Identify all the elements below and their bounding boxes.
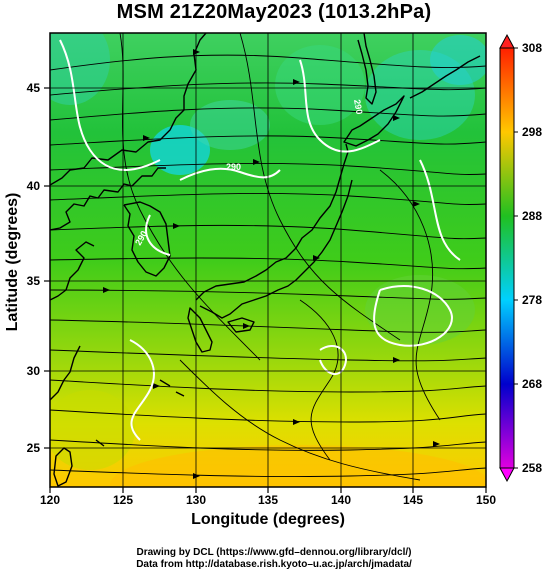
temperature-field — [50, 33, 486, 487]
colorbar-tick-label: 308 — [522, 41, 542, 55]
colorbar-tick-label: 288 — [522, 209, 542, 223]
data-credit: Data from http://database.rish.kyoto–u.a… — [136, 559, 412, 570]
y-tick-label: 25 — [27, 441, 41, 455]
x-tick-label: 145 — [403, 493, 423, 507]
x-tick-label: 120 — [40, 493, 60, 507]
colorbar-body — [499, 47, 515, 469]
y-tick-label: 35 — [27, 274, 41, 288]
y-tick-label: 45 — [27, 81, 41, 95]
contour-label: 290 — [352, 99, 364, 116]
colorbar-tick-label: 298 — [522, 125, 542, 139]
colorbar-bottom-arrow — [499, 467, 515, 483]
colorbar-tick-label: 278 — [522, 293, 542, 307]
axis-ticks — [44, 87, 487, 493]
colorbar-tick-label: 258 — [522, 461, 542, 475]
x-tick-labels: 120 125 130 135 140 145 150 — [40, 493, 496, 507]
x-tick-label: 150 — [476, 493, 496, 507]
temperature-contours — [59, 39, 461, 441]
x-axis-title: Longitude (degrees) — [191, 511, 345, 528]
colorbar-tick-label: 268 — [522, 377, 542, 391]
colorbar: 308 298 288 278 268 258 — [499, 33, 542, 483]
y-tick-label: 30 — [27, 364, 41, 378]
colorbar-top-arrow — [499, 33, 515, 49]
x-tick-label: 135 — [258, 493, 278, 507]
wind-streamlines — [50, 33, 486, 481]
x-tick-label: 125 — [113, 493, 133, 507]
y-axis-title: Latitude (degrees) — [4, 192, 21, 332]
x-tick-label: 140 — [331, 493, 351, 507]
wind-arrow-heads — [103, 49, 440, 479]
y-tick-labels: 25 30 35 40 45 — [27, 81, 41, 455]
contour-label: 290 — [226, 162, 241, 172]
drawing-credit: Drawing by DCL (https://www.gfd–dennou.o… — [136, 547, 412, 558]
x-tick-label: 130 — [186, 493, 206, 507]
graticule — [50, 33, 486, 487]
y-tick-label: 40 — [27, 179, 41, 193]
map-title: MSM 21Z20May2023 (1013.2hPa) — [116, 1, 432, 23]
